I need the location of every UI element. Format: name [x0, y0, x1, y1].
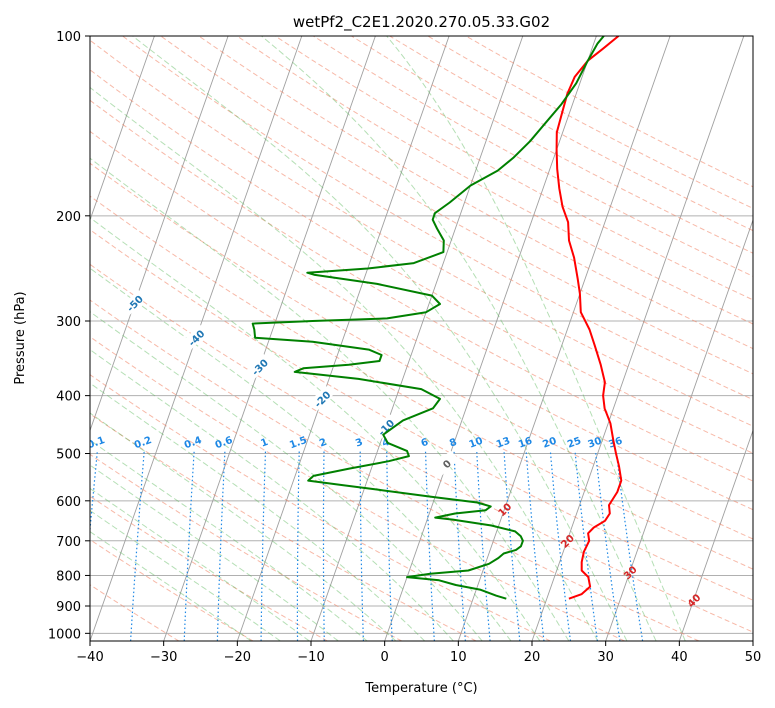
dry-adiabat-line [90, 413, 477, 641]
moist-adiabat-line [90, 464, 339, 641]
temperature-profile-line [555, 36, 623, 600]
x-tick-label: 10 [450, 650, 467, 665]
chart-title: wetPf2_C2E1.2020.270.05.33.G02 [293, 13, 550, 32]
dry-adiabat-line [90, 195, 753, 570]
moist-adiabat-line [90, 487, 310, 641]
moist-adiabat-lines [90, 36, 686, 641]
mixing-ratio-label: 20 [541, 436, 558, 451]
pressure-grid [90, 36, 753, 634]
mixing-ratio-lines [90, 450, 644, 641]
x-tick-label: 50 [745, 650, 762, 665]
dewpoint-profile-line [251, 36, 605, 600]
y-tick-label: 600 [56, 495, 81, 510]
x-tick-label: −20 [224, 650, 251, 665]
isotherm-line [90, 36, 155, 222]
moist-adiabat-line [386, 36, 686, 641]
moist-adiabat-line [90, 349, 454, 641]
moist-adiabat-line [90, 382, 425, 641]
y-axis-label: Pressure (hPa) [13, 291, 28, 384]
dry-adiabat-line [90, 229, 753, 601]
isotherm-label-bg [121, 289, 147, 316]
moist-adiabat-line [90, 267, 512, 641]
mixing-ratio-label: 6 [420, 437, 430, 450]
isotherm-label-bg [372, 413, 398, 440]
mixing-ratio-line [615, 450, 644, 641]
mixing-ratio-line [549, 450, 571, 641]
x-tick-label: −30 [150, 650, 177, 665]
axes-ticks: −40 −30 −20 −10 0 10 20 30 40 50 100 200 300 400 500 60… [48, 30, 761, 665]
isotherm-line [457, 36, 671, 641]
x-tick-label: −40 [76, 650, 103, 665]
x-tick-label: 0 [381, 650, 389, 665]
dry-adiabat-line [236, 36, 753, 325]
moist-adiabat-line [261, 36, 657, 641]
dry-adiabat-line [90, 299, 700, 641]
moist-adiabat-line [132, 36, 628, 641]
isotherm-line [678, 429, 753, 641]
isotherm-label-bg [308, 385, 335, 411]
mixing-ratio-label: 13 [495, 436, 512, 451]
isotherm-label-bg [246, 353, 272, 379]
isotherm-line [384, 36, 597, 641]
y-tick-label: 100 [56, 30, 81, 45]
x-tick-label: 40 [671, 650, 688, 665]
y-tick-label: 400 [56, 390, 81, 405]
moist-adiabat-line [90, 217, 541, 641]
y-tick-label: 800 [56, 569, 81, 584]
y-tick-label: 300 [56, 315, 81, 330]
moist-adiabat-line [90, 509, 281, 641]
isotherm-line [310, 36, 524, 641]
y-tick-label: 700 [56, 535, 81, 550]
dry-adiabat-line [90, 539, 254, 641]
x-tick-label: −10 [297, 650, 324, 665]
mixing-ratio-label: 1 [259, 437, 269, 450]
reference-line-labels: 0.10.20.40.611.52346810131620253036-100-… [90, 289, 703, 610]
dry-adiabat-line [90, 374, 551, 641]
isotherm-line [531, 36, 745, 641]
dry-adiabat-line [90, 263, 753, 633]
dry-adiabat-line [90, 336, 625, 641]
mixing-ratio-label: 36 [607, 436, 624, 451]
dry-adiabat-lines [90, 36, 753, 641]
y-tick-label: 1000 [48, 627, 81, 642]
y-tick-label: 200 [56, 210, 81, 225]
mixing-ratio-label: 3 [354, 437, 364, 450]
dry-adiabat-line [90, 130, 753, 511]
mixing-ratio-label: 16 [517, 436, 534, 451]
dry-adiabat-line [90, 99, 753, 482]
moist-adiabat-line [90, 157, 570, 641]
isotherm-line [90, 36, 229, 432]
moist-adiabat-line [90, 311, 483, 641]
dry-adiabat-line [90, 453, 402, 641]
mixing-ratio-label: 10 [468, 436, 485, 451]
dry-adiabat-line [198, 36, 753, 350]
isotherm-line [236, 36, 450, 641]
mixing-ratio-label: 4 [381, 437, 391, 450]
mixing-ratio-label: 30 [587, 436, 604, 451]
dry-adiabat-line [122, 36, 753, 401]
x-axis-label: Temperature (°C) [364, 681, 477, 696]
mixing-ratio-label: 8 [448, 437, 458, 450]
y-tick-label: 900 [56, 600, 81, 615]
plot-area: 0.10.20.40.611.52346810131620253036-100-… [90, 36, 753, 641]
isotherm-label-bg [433, 450, 459, 476]
mixing-ratio-label: 2 [318, 437, 328, 450]
moist-adiabat-line [90, 439, 368, 641]
mixing-ratio-line [574, 450, 598, 641]
sounding-profiles [251, 36, 623, 600]
isotherm-line [605, 218, 753, 641]
y-tick-label: 500 [56, 448, 81, 463]
isotherm-label-bg [182, 324, 209, 350]
plot-frame [89, 35, 754, 642]
x-tick-label: 20 [524, 650, 541, 665]
moist-adiabat-line [90, 412, 397, 641]
mixing-ratio-line [594, 450, 621, 641]
mixing-ratio-label: 25 [566, 436, 583, 451]
dry-adiabat-line [160, 36, 753, 375]
x-tick-label: 30 [597, 650, 614, 665]
